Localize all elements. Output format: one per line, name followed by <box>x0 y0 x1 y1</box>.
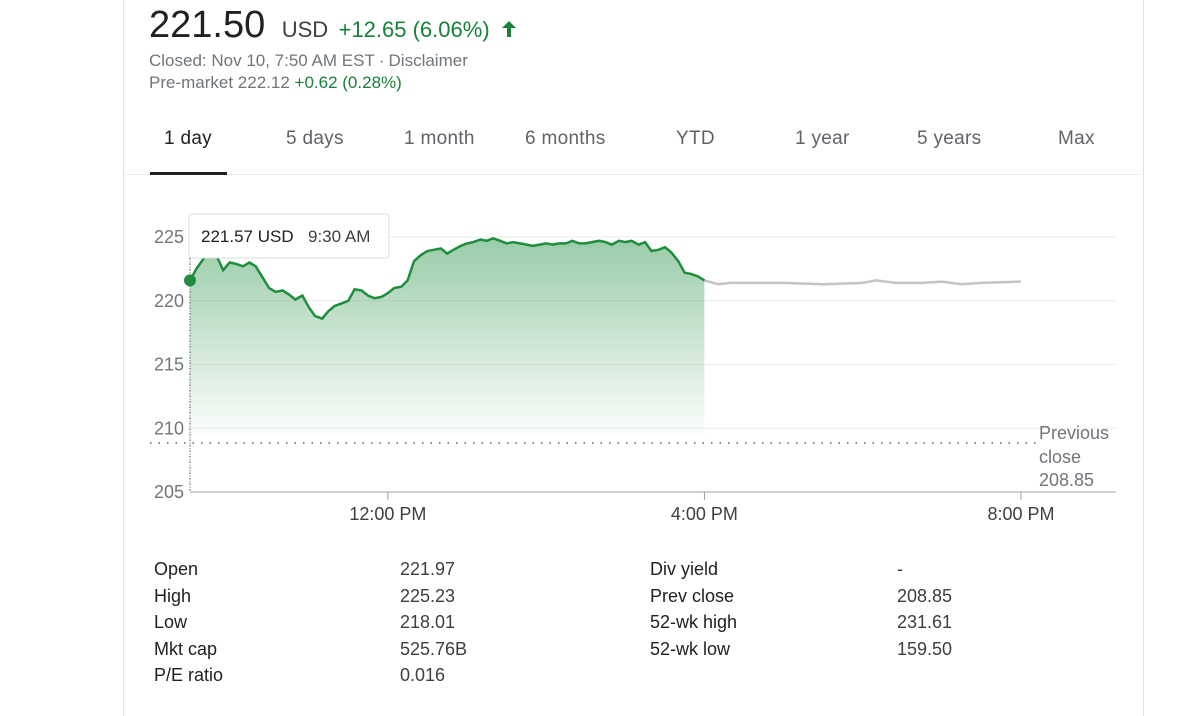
tab-1-year[interactable]: 1 year <box>795 128 850 149</box>
stats-left-labels: Open High Low Mkt cap P/E ratio <box>154 556 223 689</box>
arrow-up-icon <box>500 19 518 44</box>
previous-close-value: 208.85 <box>1039 470 1094 490</box>
tab-5-days[interactable]: 5 days <box>286 128 344 149</box>
stat-52wkhigh-value: 231.61 <box>897 612 953 632</box>
disclaimer-link[interactable]: Disclaimer <box>388 51 468 70</box>
range-tabs: 1 day 5 days 1 month 6 months YTD 1 year… <box>125 116 1140 175</box>
premarket-info: Pre-market 222.12 +0.62 (0.28%) <box>149 73 402 93</box>
tab-5-years[interactable]: 5 years <box>917 128 982 149</box>
y-tick-label: 205 <box>154 482 184 502</box>
stat-high-value: 225.23 <box>400 585 456 606</box>
price-chart[interactable]: 225 220 215 210 205 12:00 PM 4:00 PM 8:00 PM P… <box>0 175 1200 535</box>
currency-code: USD <box>281 17 329 42</box>
previous-close-line2: close <box>1039 447 1081 467</box>
stat-divyield-value: - <box>897 559 903 579</box>
tooltip: 221.57 USD 9:30 AM <box>188 213 390 259</box>
tab-6-months[interactable]: 6 months <box>525 128 606 149</box>
y-tick-label: 220 <box>154 291 184 311</box>
extended-session-line <box>704 279 1022 286</box>
x-tick-label: 8:00 PM <box>987 504 1054 524</box>
x-tick-label: 4:00 PM <box>671 504 738 524</box>
stat-divyield-label: Div yield <box>650 559 719 579</box>
stat-prevclose-label: Prev close <box>650 585 735 606</box>
tooltip-time: 9:30 AM <box>308 227 370 246</box>
tooltip-price: 221.57 USD <box>201 227 294 246</box>
tab-ytd[interactable]: YTD <box>676 128 715 149</box>
stat-52wklow-label: 52-wk low <box>650 638 731 659</box>
price-change: +12.65 (6.06%) <box>338 17 490 42</box>
previous-close-line1: Previous <box>1039 423 1109 443</box>
stat-mktcap-label: Mkt cap <box>154 638 218 659</box>
stat-pe-label: P/E ratio <box>154 665 224 685</box>
separator-dot: · <box>378 51 385 70</box>
premarket-change: +0.62 (0.28%) <box>294 73 402 92</box>
active-tab-indicator <box>150 172 227 175</box>
x-tick-label: 12:00 PM <box>349 504 426 524</box>
stat-52wkhigh-label: 52-wk high <box>650 612 738 632</box>
premarket-label: Pre-market 222.12 <box>149 73 290 92</box>
stat-open-label: Open <box>154 559 199 579</box>
stats-right-values: - 208.85 231.61 159.50 <box>897 556 952 662</box>
stat-pe-value: 0.016 <box>400 665 446 685</box>
stat-open-value: 221.97 <box>400 559 456 579</box>
stat-low-label: Low <box>154 612 188 632</box>
regular-session-area <box>190 238 705 434</box>
regular-session-line <box>188 236 706 321</box>
stat-prevclose-value: 208.85 <box>897 585 953 606</box>
current-price: 221.50 <box>149 4 266 46</box>
previous-close-label: Previous close 208.85 <box>1039 423 1109 490</box>
closed-text: Closed: Nov 10, 7:50 AM EST <box>149 51 375 70</box>
stat-high-label: High <box>154 585 192 606</box>
hover-point <box>184 274 196 287</box>
tab-1-day[interactable]: 1 day <box>164 128 212 149</box>
stat-low-value: 218.01 <box>400 612 456 632</box>
y-tick-label: 225 <box>154 227 184 247</box>
closed-status: Closed: Nov 10, 7:50 AM EST · Disclaimer <box>149 51 468 71</box>
tab-1-month[interactable]: 1 month <box>404 128 475 149</box>
y-tick-label: 215 <box>154 355 184 375</box>
y-tick-label: 210 <box>154 418 184 438</box>
stat-mktcap-value: 525.76B <box>400 638 468 659</box>
price-header: 221.50 USD +12.65 (6.06%) <box>149 4 518 47</box>
stat-52wklow-value: 159.50 <box>897 638 953 659</box>
stats-right-labels: Div yield Prev close 52-wk high 52-wk lo… <box>650 556 737 662</box>
stats-left-values: 221.97 225.23 218.01 525.76B 0.016 <box>400 556 467 689</box>
tab-max[interactable]: Max <box>1058 128 1095 149</box>
